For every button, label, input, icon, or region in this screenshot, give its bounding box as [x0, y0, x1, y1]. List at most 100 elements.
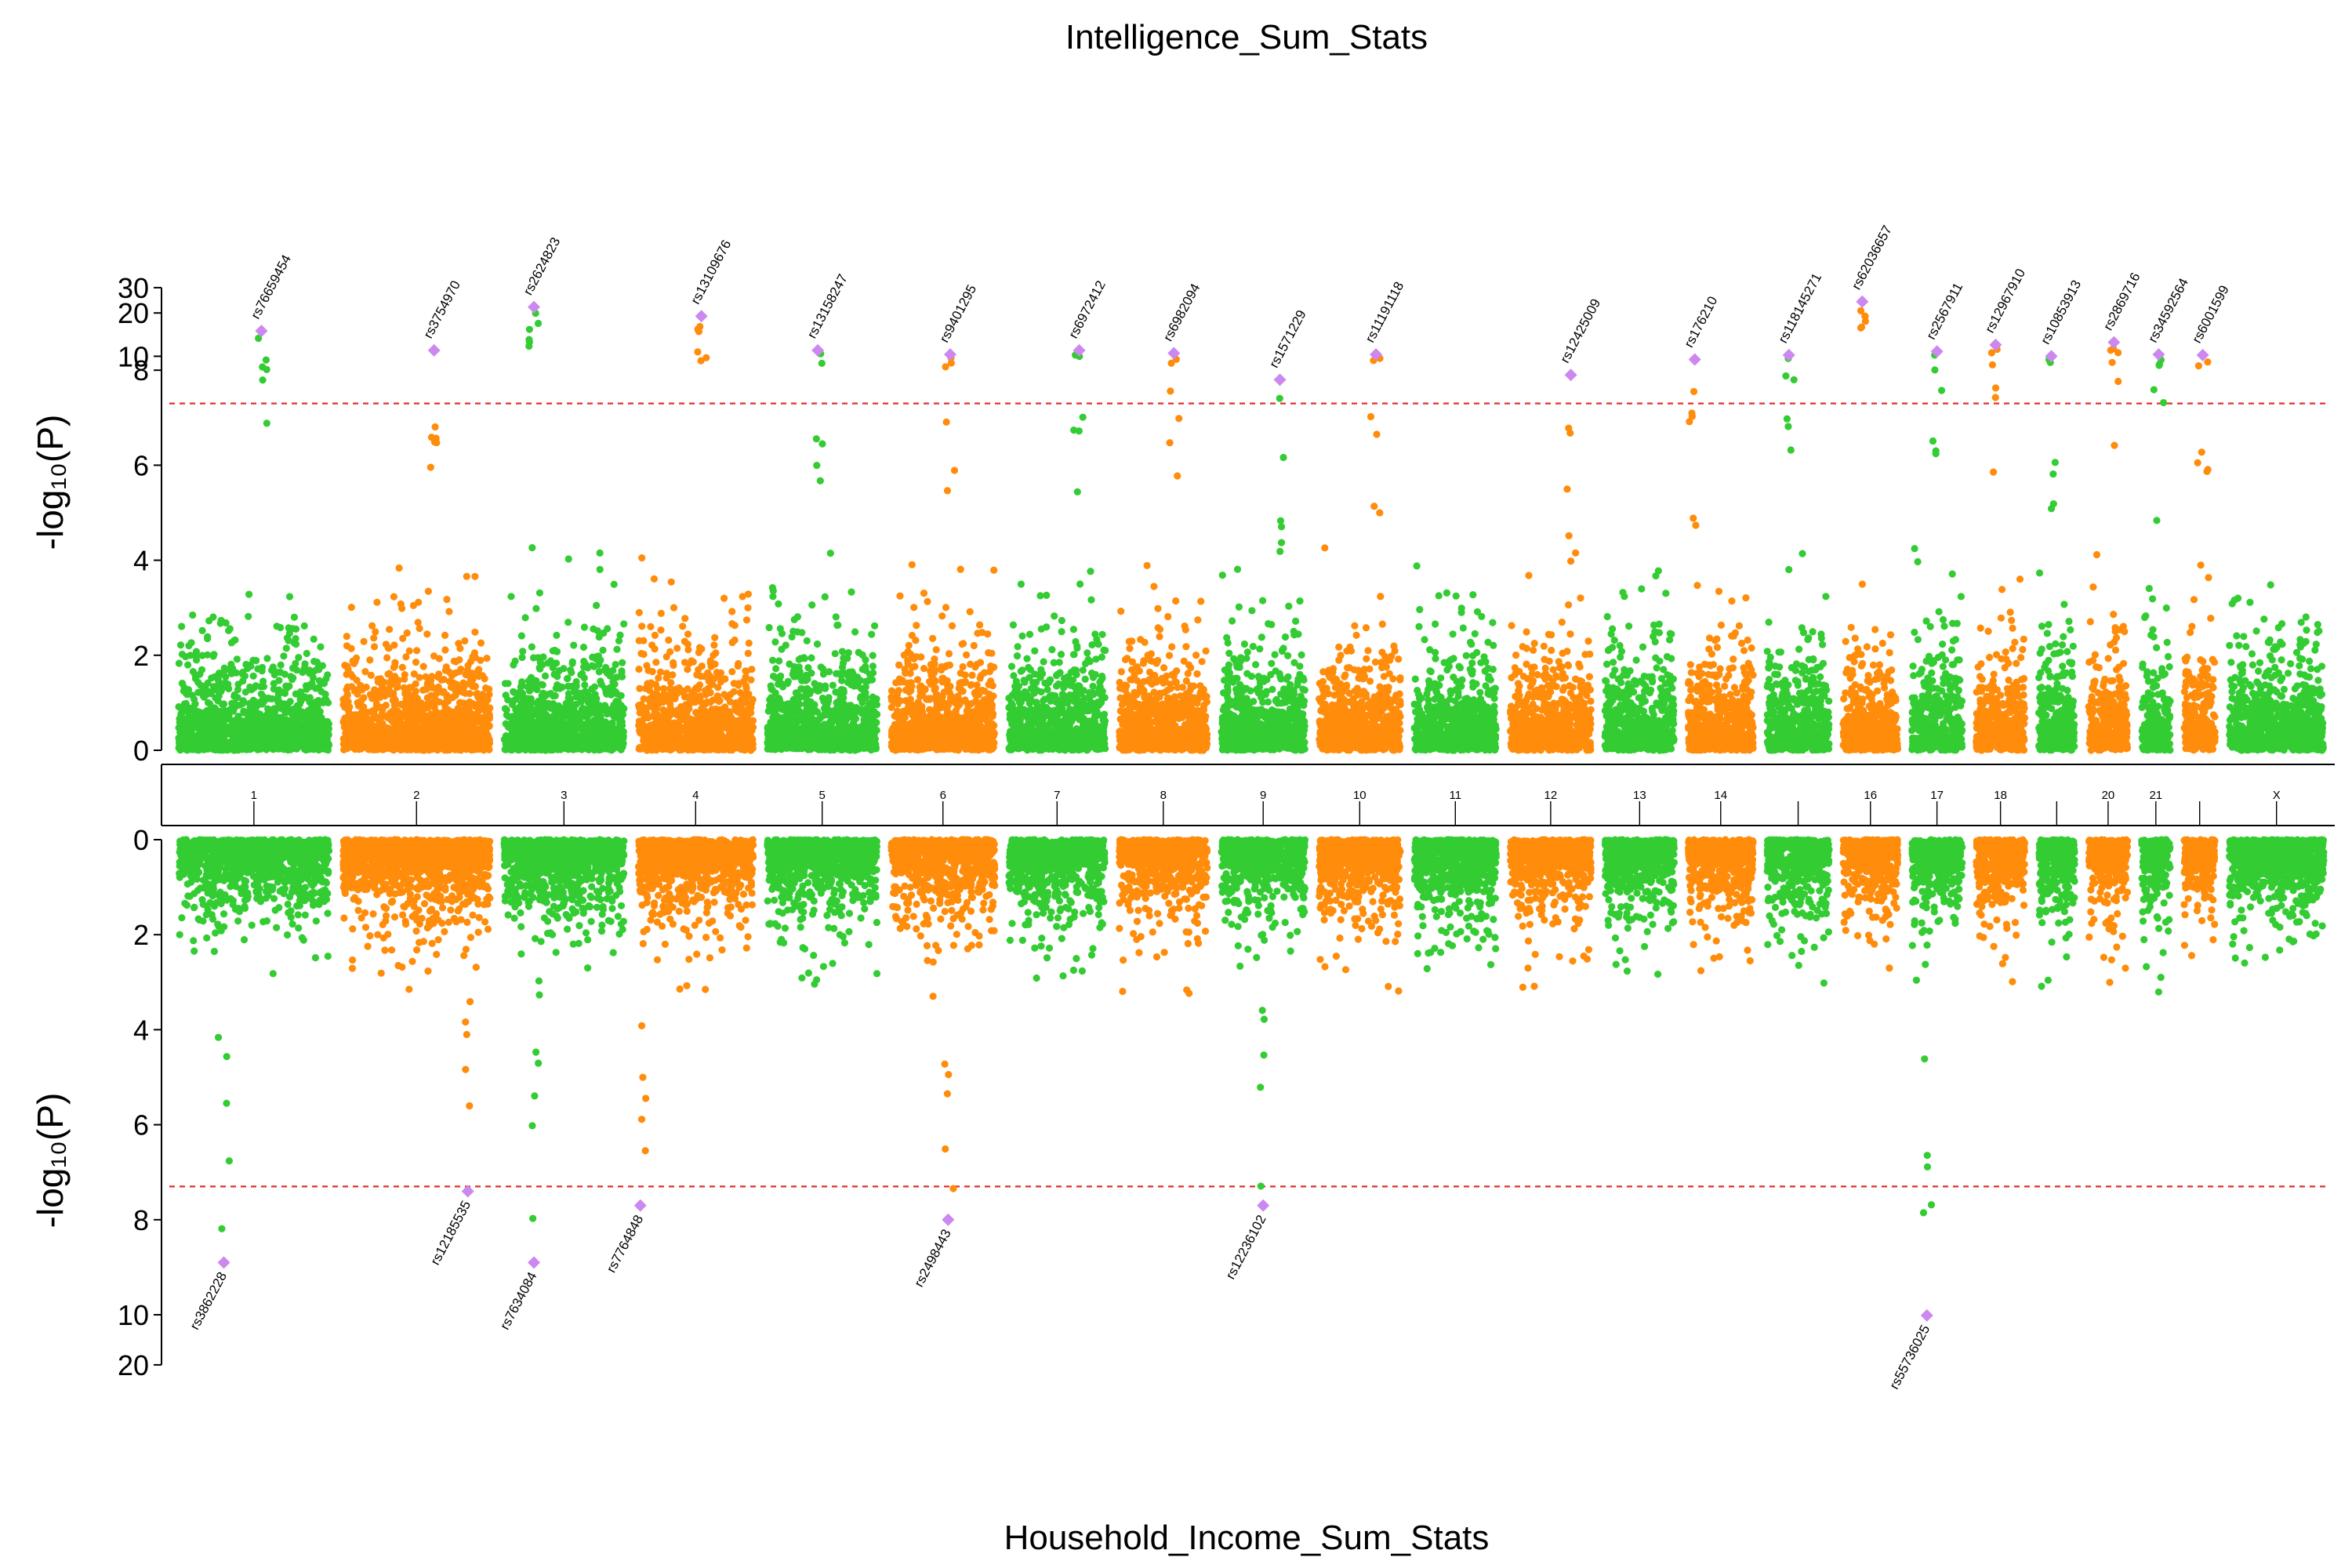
bottom-peak-point	[639, 1073, 647, 1081]
chromosome-label: 14	[1714, 789, 1727, 802]
top-points-chr9	[1218, 565, 1308, 754]
top-peak-point	[694, 348, 702, 356]
bottom-peak-point	[1257, 1083, 1265, 1091]
top-peak-point	[2049, 470, 2057, 478]
top-peak-point	[1279, 453, 1287, 462]
bottom-points-chr18	[1973, 836, 2029, 985]
bottom-chart-title: Household_Income_Sum_Stats	[1004, 1519, 1490, 1557]
bottom-points-chr10	[1316, 836, 1404, 995]
top-peak-point	[263, 419, 270, 427]
top-lead-snp-label: rs12425009	[1557, 296, 1603, 365]
top-peak-point	[259, 376, 267, 384]
top-lead-snp-label: rs2567911	[1923, 280, 1965, 342]
top-lead-snp-marker	[528, 300, 541, 314]
chromosome-label: 1	[251, 789, 257, 802]
bottom-peak-point	[943, 1090, 952, 1098]
top-peak-point	[1566, 557, 1575, 565]
top-peak-point	[1167, 359, 1175, 367]
chromosome-label: 3	[561, 789, 567, 802]
top-lead-snp-marker	[1989, 338, 2002, 351]
top-points-chr8	[1116, 561, 1211, 754]
top-peak-point	[1688, 412, 1696, 420]
bottom-lead-snp-label: rs7634084	[497, 1269, 539, 1332]
top-peak-point	[2051, 459, 2059, 466]
top-y-tick-label: 4	[133, 545, 149, 577]
top-lead-snp-marker	[2152, 348, 2165, 361]
bottom-points-chr9	[1218, 836, 1309, 971]
chromosome-label: 4	[692, 789, 699, 802]
top-peak-point	[1991, 394, 1999, 401]
chromosome-axis: 1 2 3 4 5 6 7 8 9 10 11 12 13 14 16 17 18 20 21 X	[161, 764, 2335, 826]
top-peak-point	[816, 477, 824, 485]
top-lead-snp-label: rs2624823	[521, 235, 563, 298]
bottom-lead-snp-label: rs2498443	[911, 1227, 953, 1290]
top-peak-point	[1686, 418, 1693, 426]
top-peak-point	[1376, 509, 1384, 517]
bottom-peak-point	[218, 1225, 226, 1232]
bottom-peak-point	[949, 1185, 957, 1192]
chromosome-label: 17	[1930, 789, 1944, 802]
bottom-points-chr8	[1116, 836, 1211, 997]
bottom-peak-point	[225, 1157, 233, 1165]
top-points-chr2	[339, 564, 494, 754]
top-points-chr11	[1410, 562, 1500, 754]
bottom-y-tick-label: 10	[118, 1299, 149, 1331]
top-lead-snp-marker	[427, 343, 441, 357]
bottom-lead-snp-label: rs7764848	[604, 1213, 646, 1276]
top-peak-point	[534, 319, 543, 328]
top-peak-point	[1988, 361, 1996, 368]
top-peak-point	[1784, 423, 1792, 430]
top-peak-point	[255, 334, 263, 343]
top-points-chr6	[887, 561, 998, 754]
bottom-peak-point	[532, 1048, 540, 1056]
chromosome-label: 20	[2102, 789, 2115, 802]
top-peak-point	[525, 342, 533, 350]
bottom-peak-point	[1919, 1209, 1928, 1217]
top-peak-point	[430, 438, 439, 446]
bottom-points-chr6	[887, 836, 999, 1000]
bottom-peak-point	[462, 1065, 470, 1073]
bottom-points-chr7	[1005, 836, 1109, 982]
top-peak-point	[818, 359, 826, 368]
bottom-y-tick-label: 8	[133, 1204, 149, 1236]
top-points-chr12	[1507, 572, 1595, 754]
top-peak-point	[1932, 447, 1940, 455]
top-lead-snp-marker	[1856, 295, 1869, 308]
top-peak-point	[942, 418, 950, 426]
top-lead-snp-label: rs13158247	[804, 271, 851, 340]
bottom-points-chr22	[2180, 836, 2219, 960]
top-peak-point	[1276, 394, 1283, 402]
chromosome-label: 7	[1054, 789, 1060, 802]
top-lead-snp-marker	[695, 310, 708, 323]
top-peak-point	[1572, 549, 1580, 557]
top-y-tick-label: 8	[133, 354, 149, 387]
top-lead-snp-label: rs176210	[1681, 294, 1720, 350]
top-y-tick-label: 20	[118, 297, 149, 329]
top-peak-point	[1367, 412, 1375, 421]
bottom-peak-point	[535, 1059, 543, 1067]
top-peak-point	[818, 440, 826, 448]
top-peak-point	[1782, 372, 1790, 380]
top-points-chr14	[1684, 582, 1757, 754]
bottom-peak-point	[1923, 1152, 1931, 1160]
bottom-y-axis-label: -log₁₀(P)	[30, 1093, 71, 1229]
top-lead-snp-label: rs12967910	[1982, 267, 2028, 336]
top-peak-point	[1565, 424, 1573, 432]
top-lead-snp-label: rs62036657	[1849, 223, 1895, 292]
top-lead-snp-label: rs118145271	[1775, 270, 1824, 345]
bottom-lead-snp-label: rs3862228	[187, 1269, 230, 1332]
bottom-y-axis: 0 2 4 6 8 10 20	[118, 824, 162, 1381]
top-lead-snp-label: rs11191118	[1363, 279, 1407, 345]
bottom-lead-snp-label: rs12236102	[1223, 1213, 1269, 1282]
top-points-chr5	[764, 549, 881, 754]
top-peak-point	[426, 463, 434, 471]
chromosome-label: 5	[819, 789, 826, 802]
top-peak-point	[1991, 384, 2000, 392]
top-lead-snp-label: rs34592564	[2145, 276, 2191, 345]
top-lead-snp-marker	[2196, 348, 2209, 361]
bottom-peak-point	[1258, 1007, 1266, 1014]
top-points-chrX	[2226, 581, 2327, 754]
top-peak-point	[1857, 323, 1866, 331]
bottom-peak-point	[1260, 1015, 1269, 1023]
